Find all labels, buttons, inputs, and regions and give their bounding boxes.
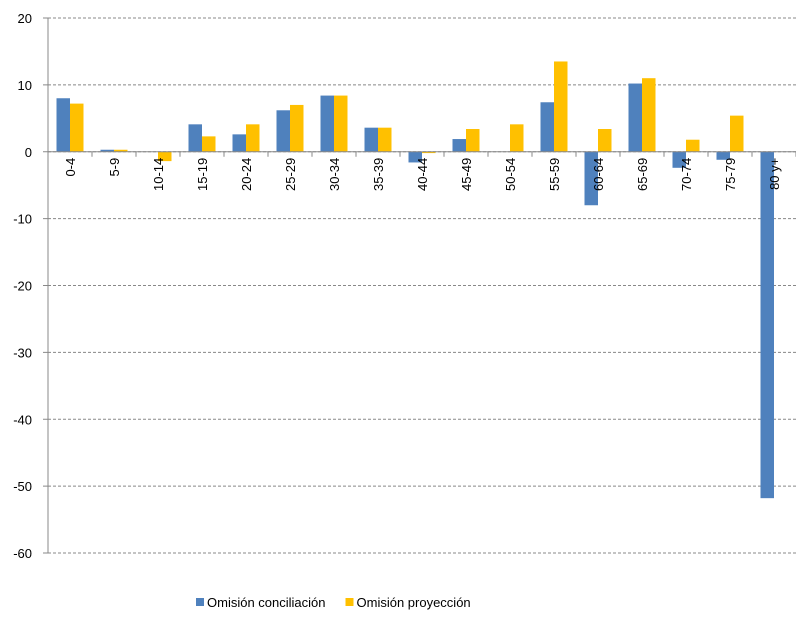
bar — [540, 102, 554, 152]
x-tick-label: 75-79 — [723, 158, 738, 191]
x-tick-label: 10-14 — [151, 158, 166, 191]
bar — [716, 151, 730, 160]
y-tick-label: -10 — [13, 212, 32, 227]
x-tick-label: 50-54 — [503, 158, 518, 191]
y-tick-label: -50 — [13, 479, 32, 494]
x-tick-label: 45-49 — [459, 158, 474, 191]
bar — [628, 83, 642, 152]
bar — [158, 151, 172, 162]
bar — [760, 151, 774, 499]
bar — [730, 115, 744, 152]
bar — [56, 98, 70, 152]
bar — [510, 124, 524, 152]
bar — [232, 134, 246, 152]
bar — [246, 124, 260, 152]
x-tick-label: 0-4 — [63, 158, 78, 177]
bar — [584, 151, 598, 206]
legend-swatch — [345, 598, 354, 606]
y-tick-label: -60 — [13, 546, 32, 561]
x-tick-label: 80 y+ — [767, 158, 782, 190]
bar — [598, 129, 612, 152]
bar — [320, 95, 334, 152]
bar — [100, 149, 114, 152]
x-tick-label: 5-9 — [107, 158, 122, 177]
x-tick-label: 55-59 — [547, 158, 562, 191]
bar — [202, 136, 216, 152]
legend-label: Omisión conciliación — [207, 595, 326, 610]
x-tick-label: 60-64 — [591, 158, 606, 191]
x-tick-label: 35-39 — [371, 158, 386, 191]
legend: Omisión conciliación Omisión proyección — [196, 595, 471, 610]
legend-swatch — [196, 598, 204, 606]
y-tick-label: 0 — [25, 145, 32, 160]
legend-label: Omisión proyección — [357, 595, 471, 610]
x-tick-label: 40-44 — [415, 158, 430, 191]
y-tick-label: 10 — [18, 78, 32, 93]
x-tick-label: 25-29 — [283, 158, 298, 191]
x-tick-label: 65-69 — [635, 158, 650, 191]
x-tick-label: 15-19 — [195, 158, 210, 191]
x-tick-label: 20-24 — [239, 158, 254, 191]
bar — [290, 104, 304, 152]
bar — [422, 151, 436, 154]
bar — [188, 124, 202, 152]
bar — [686, 139, 700, 152]
bar — [452, 139, 466, 152]
bar — [672, 151, 686, 168]
bar — [334, 95, 348, 152]
y-tick-label: -40 — [13, 412, 32, 427]
bar — [642, 78, 656, 152]
bar — [378, 127, 392, 152]
bar — [408, 151, 422, 163]
bar — [466, 129, 480, 152]
x-tick-label: 30-34 — [327, 158, 342, 191]
bar — [554, 61, 568, 152]
bar — [70, 103, 84, 152]
bar — [114, 149, 128, 152]
y-tick-label: -20 — [13, 279, 32, 294]
y-tick-label: 20 — [18, 11, 32, 26]
x-tick-label: 70-74 — [679, 158, 694, 191]
bar — [276, 110, 290, 152]
bar — [364, 127, 378, 152]
y-tick-label: -30 — [13, 345, 32, 360]
